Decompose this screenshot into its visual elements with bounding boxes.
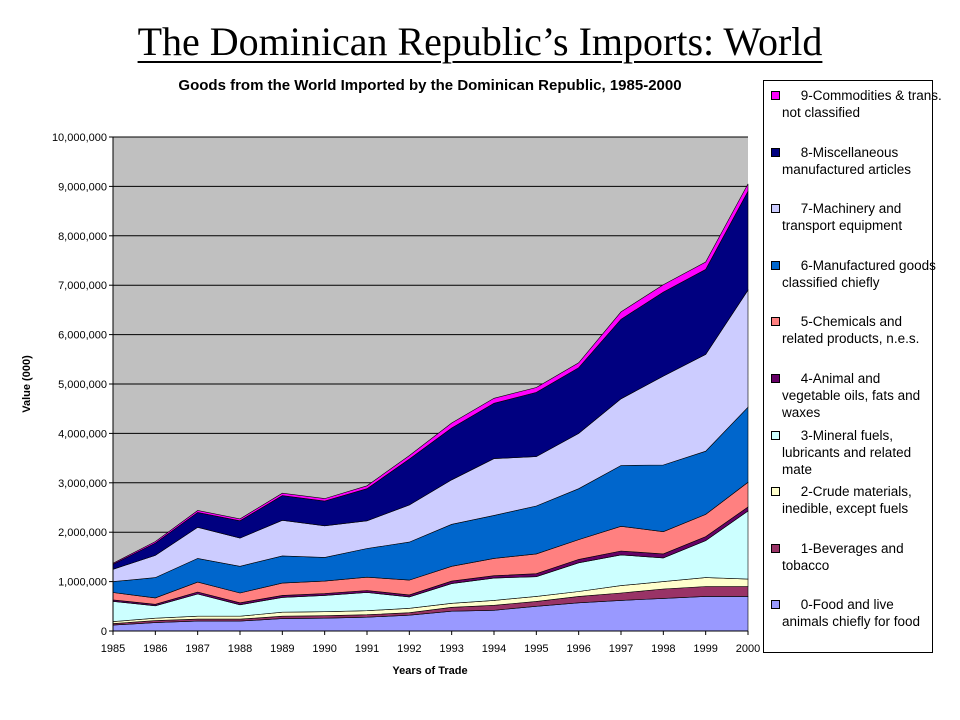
legend-label: 8-Miscellaneous manufactured articles bbox=[782, 144, 912, 177]
y-tick-label: 10,000,000 bbox=[52, 132, 107, 144]
legend-label: 7-Machinery and transport equipment bbox=[782, 201, 903, 234]
legend-label: 0-Food and live animals chiefly for food bbox=[782, 597, 921, 630]
legend-swatch bbox=[771, 147, 780, 157]
y-tick-label: 1,000,000 bbox=[58, 577, 107, 589]
x-tick-label: 1998 bbox=[651, 643, 675, 655]
legend-label: 2-Crude materials, inedible, except fuel… bbox=[782, 484, 912, 517]
x-tick-label: 2000 bbox=[736, 643, 760, 655]
chart-title: Goods from the World Imported by the Dom… bbox=[178, 77, 682, 94]
slide-title: The Dominican Republic’s Imports: World bbox=[137, 19, 823, 64]
x-axis-label: Years of Trade bbox=[392, 665, 468, 677]
legend-swatch bbox=[771, 317, 780, 327]
legend-label: 4-Animal and vegetable oils, fats and wa… bbox=[782, 371, 921, 420]
legend-item: 3-Mineral fuels, lubricants and related … bbox=[768, 427, 932, 483]
x-tick-label: 1992 bbox=[397, 643, 421, 655]
legend-item: 9-Commodities & trans. not classified bbox=[768, 87, 942, 143]
y-tick-label: 5,000,000 bbox=[58, 379, 107, 391]
x-tick-label: 1997 bbox=[609, 643, 633, 655]
legend-item: 1-Beverages and tobacco bbox=[768, 540, 932, 596]
legend-item: 7-Machinery and transport equipment bbox=[768, 200, 932, 256]
y-tick-label: 6,000,000 bbox=[58, 330, 107, 342]
x-tick-label: 1993 bbox=[439, 643, 463, 655]
x-tick-label: 1988 bbox=[228, 643, 252, 655]
x-tick-label: 1991 bbox=[355, 643, 379, 655]
y-tick-label: 8,000,000 bbox=[58, 231, 107, 243]
x-tick-label: 1987 bbox=[185, 643, 209, 655]
legend-label: 3-Mineral fuels, lubricants and related … bbox=[782, 427, 912, 477]
legend-swatch bbox=[771, 204, 780, 214]
legend-item: 4-Animal and vegetable oils, fats and wa… bbox=[768, 370, 932, 426]
x-tick-label: 1989 bbox=[270, 643, 294, 655]
x-tick-label: 1985 bbox=[101, 643, 125, 655]
legend-label: 6-Manufactured goods classified chiefly bbox=[782, 257, 936, 290]
legend-item: 0-Food and live animals chiefly for food bbox=[768, 596, 932, 652]
x-tick-label: 1995 bbox=[524, 643, 548, 655]
legend-label: 1-Beverages and tobacco bbox=[782, 540, 904, 573]
legend-label: 9-Commodities & trans. not classified bbox=[782, 88, 942, 120]
x-tick-label: 1990 bbox=[312, 643, 336, 655]
legend-swatch bbox=[771, 600, 780, 610]
legend-swatch bbox=[771, 91, 780, 100]
x-tick-label: 1986 bbox=[143, 643, 167, 655]
legend-item: 8-Miscellaneous manufactured articles bbox=[768, 144, 932, 200]
y-tick-label: 7,000,000 bbox=[58, 280, 107, 292]
legend-label: 5-Chemicals and related products, n.e.s. bbox=[782, 314, 920, 347]
legend-swatch bbox=[771, 430, 780, 440]
legend-swatch bbox=[771, 487, 780, 497]
legend-item: 6-Manufactured goods classified chiefly bbox=[768, 257, 936, 313]
legend-item: 2-Crude materials, inedible, except fuel… bbox=[768, 483, 932, 539]
legend-swatch bbox=[771, 374, 780, 383]
legend-item: 5-Chemicals and related products, n.e.s. bbox=[768, 313, 932, 369]
x-tick-label: 1994 bbox=[482, 643, 506, 655]
legend-swatch bbox=[771, 543, 780, 553]
y-tick-label: 0 bbox=[101, 626, 107, 638]
y-tick-label: 9,000,000 bbox=[58, 181, 107, 193]
x-tick-label: 1999 bbox=[693, 643, 717, 655]
chart-legend: 9-Commodities & trans. not classified 8-… bbox=[763, 80, 942, 653]
legend-swatch bbox=[771, 260, 780, 270]
x-tick-label: 1996 bbox=[566, 643, 590, 655]
y-tick-label: 2,000,000 bbox=[58, 527, 107, 539]
y-tick-label: 4,000,000 bbox=[58, 428, 107, 440]
y-tick-label: 3,000,000 bbox=[58, 478, 107, 490]
area-series-9 bbox=[112, 183, 749, 565]
